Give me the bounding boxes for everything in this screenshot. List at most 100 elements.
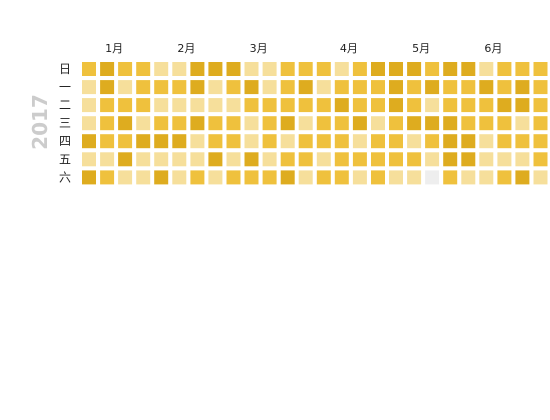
- heatmap-cell: [280, 80, 295, 95]
- heatmap-cell: [497, 152, 512, 167]
- heatmap-cell: [497, 170, 512, 185]
- heatmap-cell: [533, 152, 548, 167]
- heatmap-cell: [533, 170, 548, 185]
- heatmap-cell: [190, 170, 205, 185]
- heatmap-cell: [100, 62, 115, 76]
- heatmap-cell: [497, 98, 512, 113]
- heatmap-cell: [371, 170, 385, 185]
- heatmap-cell: [280, 134, 295, 149]
- heatmap-cell: [154, 80, 169, 95]
- day-label: 二: [59, 98, 71, 112]
- heatmap-cell: [334, 134, 349, 149]
- heatmap-cell: [136, 98, 151, 113]
- heatmap-cell: [244, 62, 259, 76]
- heatmap-cell: [208, 170, 223, 185]
- heatmap-cell: [515, 134, 530, 149]
- heatmap-cell: [154, 62, 169, 76]
- heatmap-cell: [334, 98, 349, 113]
- heatmap-cell: [82, 62, 96, 76]
- heatmap-cell: [425, 152, 440, 167]
- heatmap-cell: [172, 98, 187, 113]
- heatmap-cell: [461, 80, 476, 95]
- heatmap-cell: [443, 170, 458, 185]
- heatmap-cell: [425, 98, 440, 113]
- heatmap-cell: [515, 152, 530, 167]
- heatmap-cell: [172, 170, 187, 185]
- heatmap-cell: [100, 98, 115, 113]
- day-label: 三: [59, 116, 71, 130]
- heatmap-cell: [407, 152, 422, 167]
- heatmap-cell: [136, 80, 151, 95]
- heatmap-cell: [461, 98, 476, 113]
- day-label: 日: [59, 62, 71, 76]
- heatmap-cell: [262, 62, 277, 76]
- heatmap-cell: [280, 98, 295, 113]
- heatmap-cells: [82, 62, 548, 185]
- heatmap-cell: [497, 80, 512, 95]
- month-label: 6月: [484, 42, 502, 55]
- heatmap-cell: [371, 116, 385, 131]
- heatmap-cell: [208, 98, 223, 113]
- heatmap-cell: [443, 116, 458, 131]
- heatmap-cell: [389, 80, 403, 95]
- heatmap-cell: [226, 98, 241, 113]
- heatmap-cell: [479, 170, 494, 185]
- heatmap-cell: [262, 80, 277, 95]
- heatmap-cell: [352, 152, 367, 167]
- heatmap-cell: [280, 62, 295, 76]
- heatmap-cell: [262, 170, 277, 185]
- heatmap-cell: [82, 134, 96, 149]
- heatmap-cell: [262, 116, 277, 131]
- heatmap-cell: [298, 62, 313, 76]
- heatmap-cell: [154, 98, 169, 113]
- heatmap-cell: [244, 116, 259, 131]
- heatmap-cell: [136, 152, 151, 167]
- heatmap-cell: [533, 134, 548, 149]
- heatmap-cell: [497, 134, 512, 149]
- heatmap-cell: [136, 116, 151, 131]
- heatmap-cell: [389, 62, 403, 76]
- heatmap-cell: [208, 152, 223, 167]
- heatmap-cell: [136, 62, 151, 76]
- heatmap-cell: [226, 134, 241, 149]
- heatmap-cell: [497, 116, 512, 131]
- heatmap-cell: [244, 80, 259, 95]
- heatmap-cell: [371, 62, 385, 76]
- heatmap-cell: [479, 134, 494, 149]
- heatmap-cell: [425, 80, 440, 95]
- heatmap-cell: [461, 152, 476, 167]
- day-label: 一: [59, 80, 71, 94]
- heatmap-cell: [190, 116, 205, 131]
- heatmap-cell: [244, 134, 259, 149]
- heatmap-cell: [352, 116, 367, 131]
- month-label: 3月: [250, 42, 268, 55]
- heatmap-cell: [352, 170, 367, 185]
- heatmap-cell: [118, 134, 133, 149]
- heatmap-cell: [352, 62, 367, 76]
- heatmap-cell: [118, 152, 133, 167]
- heatmap-cell: [154, 152, 169, 167]
- heatmap-cell: [100, 80, 115, 95]
- heatmap-cell: [425, 62, 440, 76]
- heatmap-cell: [190, 98, 205, 113]
- heatmap-cell: [443, 80, 458, 95]
- heatmap-cell: [172, 62, 187, 76]
- heatmap-cell: [190, 134, 205, 149]
- heatmap-cell: [154, 134, 169, 149]
- heatmap-cell: [515, 170, 530, 185]
- heatmap-cell: [461, 170, 476, 185]
- heatmap-cell: [280, 152, 295, 167]
- heatmap-cell: [407, 170, 422, 185]
- heatmap-cell: [208, 62, 223, 76]
- heatmap-cell: [461, 134, 476, 149]
- heatmap-cell: [298, 80, 313, 95]
- heatmap-cell: [334, 170, 349, 185]
- heatmap-cell: [298, 98, 313, 113]
- heatmap-cell: [316, 80, 331, 95]
- heatmap-cell: [461, 62, 476, 76]
- heatmap-cell: [118, 80, 133, 95]
- heatmap-cell: [136, 134, 151, 149]
- heatmap-cell: [100, 152, 115, 167]
- heatmap-cell: [226, 116, 241, 131]
